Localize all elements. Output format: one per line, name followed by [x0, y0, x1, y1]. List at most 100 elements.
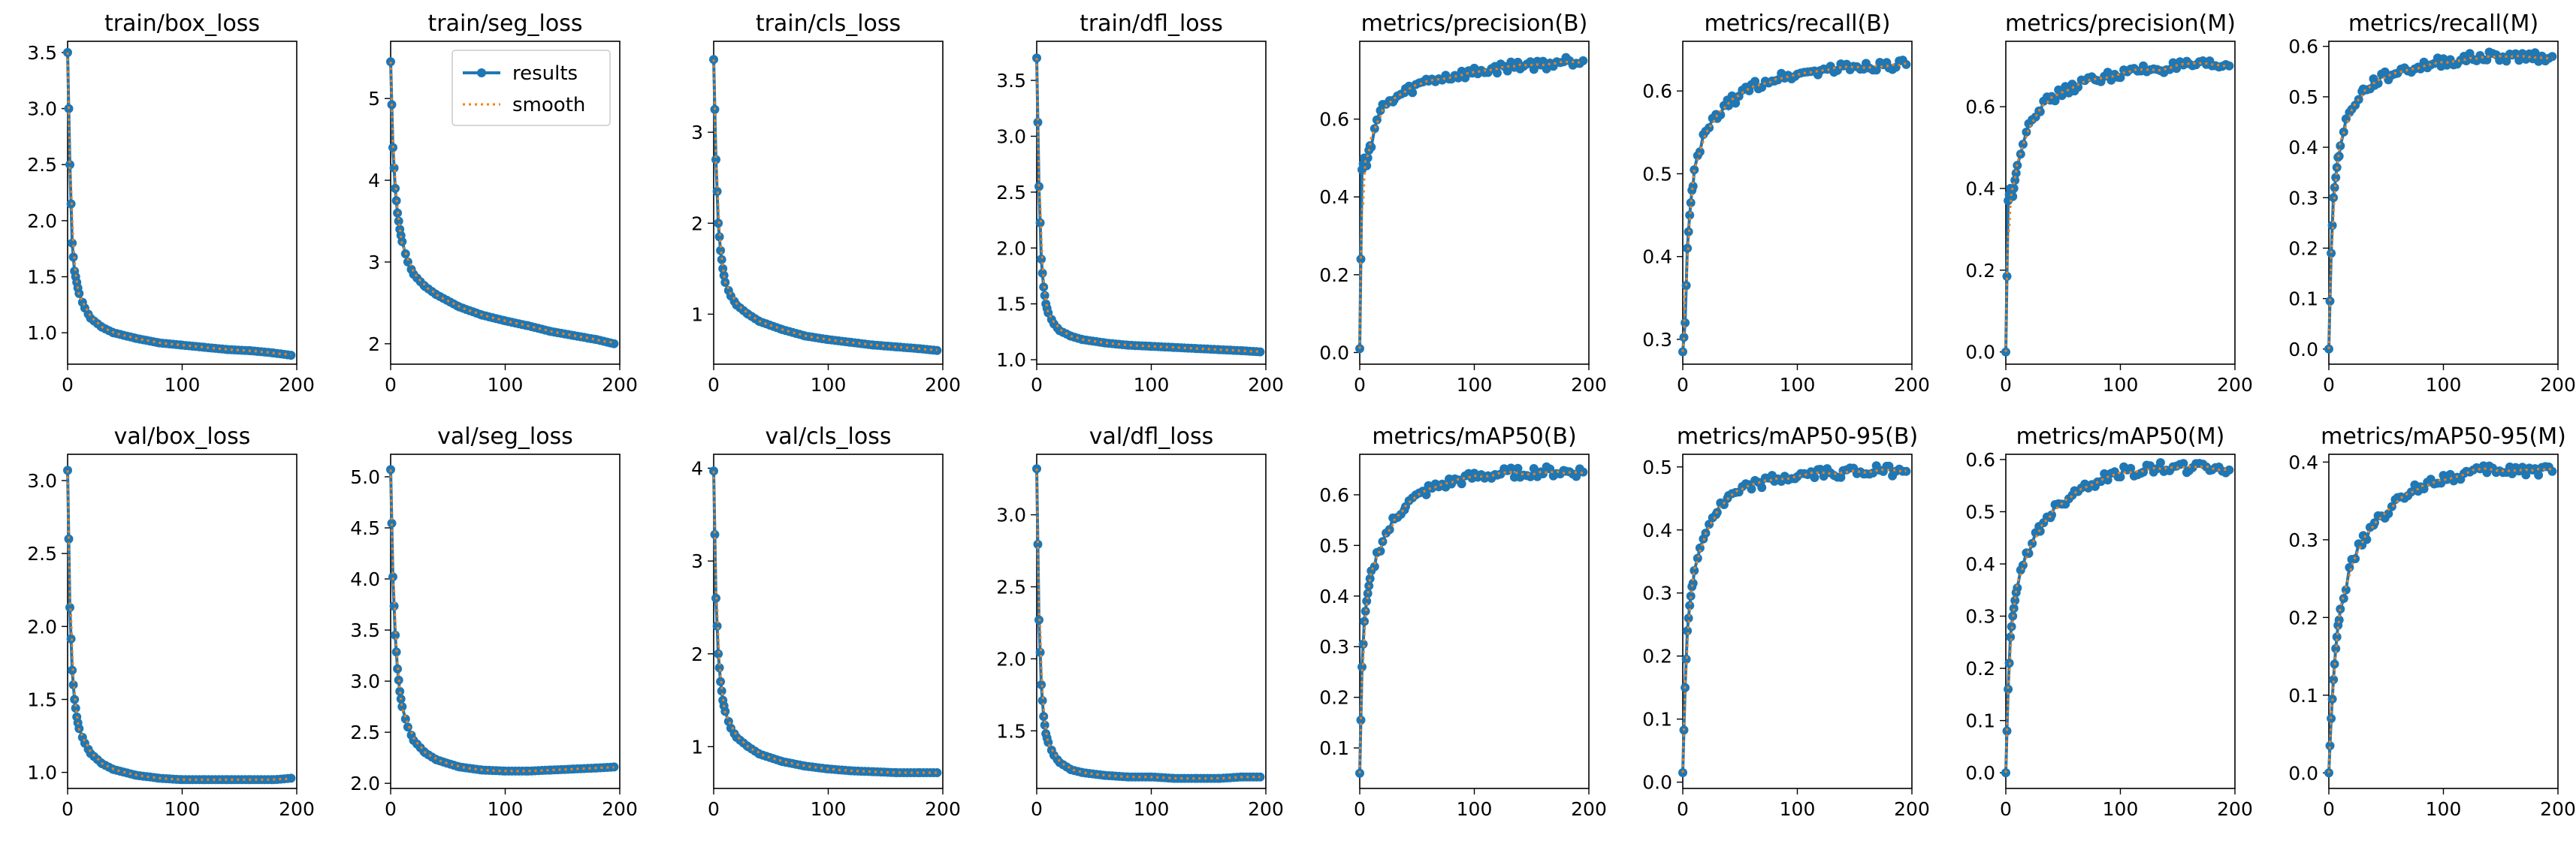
x-tick-label: 100 — [1457, 798, 1493, 820]
results-point — [1731, 98, 1741, 108]
y-tick-label: 0.4 — [1965, 553, 1995, 575]
x-tick-label: 0 — [708, 374, 720, 396]
results-point — [1035, 647, 1045, 657]
x-tick-label: 0 — [2323, 374, 2335, 396]
y-tick-label: 4 — [368, 170, 380, 191]
y-tick-label: 0.4 — [1642, 246, 1672, 268]
y-tick-label: 2.5 — [350, 722, 380, 743]
y-tick-label: 2.0 — [350, 773, 380, 794]
results-point — [712, 186, 722, 196]
subplot-title: train/box_loss — [104, 11, 260, 37]
results-point — [1727, 91, 1737, 101]
subplot-metrics-precision-b-: metrics/precision(B) 0 100 200 0.0 0.2 0.4 0.6 — [1319, 11, 1607, 396]
subplot-title: metrics/mAP50-95(B) — [1677, 424, 1918, 450]
x-tick-label: 0 — [1354, 374, 1366, 396]
results-point — [1747, 484, 1756, 494]
y-tick-label: 0.2 — [2288, 237, 2318, 259]
x-tick-label: 200 — [2217, 798, 2253, 820]
y-tick-label: 0.2 — [1642, 646, 1672, 668]
results-point — [2004, 684, 2013, 694]
y-tick-label: 0.5 — [1642, 163, 1672, 185]
y-tick-label: 0.3 — [1965, 606, 1995, 628]
results-point — [1578, 56, 1588, 65]
subplot-val-cls-loss: val/cls_loss 0 100 200 1 2 3 4 — [691, 424, 961, 820]
results-point — [68, 680, 78, 689]
results-point — [395, 686, 405, 696]
x-tick-label: 100 — [1780, 798, 1816, 820]
y-tick-label: 1.0 — [996, 349, 1026, 371]
results-point — [2521, 470, 2531, 480]
y-tick-label: 2 — [368, 333, 380, 355]
smooth-line — [2327, 467, 2553, 773]
results-point — [2011, 168, 2021, 178]
subplot-val-box-loss: val/box_loss 0 100 200 1.0 1.5 2.0 2.5 3.0 — [27, 424, 315, 820]
y-tick-label: 0.0 — [1642, 772, 1672, 794]
results-point — [1884, 461, 1894, 471]
results-point — [391, 647, 401, 657]
results-point — [2416, 64, 2425, 74]
results-point — [2370, 518, 2379, 528]
results-point — [2010, 595, 2020, 605]
y-tick-label: 2 — [691, 644, 703, 665]
y-tick-label: 0.4 — [2288, 451, 2318, 473]
y-tick-label: 0.4 — [1965, 178, 1995, 200]
results-point — [2008, 191, 2018, 201]
y-tick-label: 0.2 — [1319, 264, 1349, 286]
x-tick-label: 0 — [708, 798, 720, 820]
y-tick-label: 0.2 — [1965, 658, 1995, 680]
y-tick-label: 2.0 — [27, 616, 57, 638]
y-tick-label: 5 — [368, 88, 380, 110]
axes-frame — [2005, 41, 2236, 365]
results-point — [2331, 173, 2341, 182]
x-tick-label: 0 — [62, 798, 74, 820]
results-point — [397, 702, 407, 712]
results-point — [387, 518, 397, 528]
x-tick-label: 200 — [1894, 374, 1930, 396]
y-tick-label: 0.2 — [1319, 687, 1349, 709]
subplot-train-dfl-loss: train/dfl_loss 0 100 200 1.0 1.5 2.0 2.5 3.0 3.5 — [996, 11, 1284, 396]
axes-frame — [67, 454, 297, 789]
y-tick-label: 0.5 — [1642, 457, 1672, 478]
axes-frame — [67, 41, 297, 365]
x-tick-label: 100 — [811, 374, 847, 396]
results-point — [717, 686, 726, 696]
y-tick-label: 0.0 — [2288, 762, 2318, 784]
x-tick-label: 0 — [385, 798, 397, 820]
axes-frame — [1036, 454, 1267, 789]
results-point — [1871, 65, 1881, 75]
results-point — [2057, 91, 2067, 101]
results-point — [1037, 255, 1046, 264]
results-point — [2334, 615, 2344, 625]
results-point — [1688, 578, 1698, 588]
results-point — [2103, 475, 2112, 485]
results-point — [286, 351, 296, 360]
x-tick-label: 200 — [925, 798, 961, 820]
results-point — [389, 163, 399, 173]
results-point — [1578, 467, 1588, 477]
results-point — [2115, 472, 2125, 482]
x-tick-label: 0 — [1031, 798, 1043, 820]
smooth-line — [66, 52, 291, 356]
subplot-title: metrics/recall(M) — [2348, 11, 2538, 37]
results-point — [1502, 66, 1512, 76]
legend-results-marker — [477, 68, 486, 77]
y-tick-label: 3.0 — [350, 671, 380, 692]
subplot-val-seg-loss: val/seg_loss 0 100 200 2.0 2.5 3.0 3.5 4.0 4.5 5.0 — [350, 424, 638, 820]
results-point — [2327, 249, 2336, 258]
results-point — [1684, 613, 1693, 623]
results-point — [2530, 48, 2540, 58]
y-tick-label: 0.0 — [2288, 339, 2318, 360]
y-tick-label: 0.2 — [2288, 607, 2318, 628]
y-tick-label: 3.5 — [996, 70, 1026, 92]
results-point — [710, 529, 720, 539]
subplot-title: train/cls_loss — [756, 11, 901, 37]
results-point — [1572, 472, 1581, 481]
results-point — [394, 216, 403, 226]
results-point — [2009, 183, 2019, 193]
y-tick-label: 2.0 — [996, 648, 1026, 670]
results-point — [2534, 470, 2544, 480]
results-point — [2462, 56, 2471, 65]
results-point — [2103, 68, 2112, 77]
subplot-val-dfl-loss: val/dfl_loss 0 100 200 1.5 2.0 2.5 3.0 — [996, 424, 1284, 820]
y-tick-label: 4 — [691, 458, 703, 480]
